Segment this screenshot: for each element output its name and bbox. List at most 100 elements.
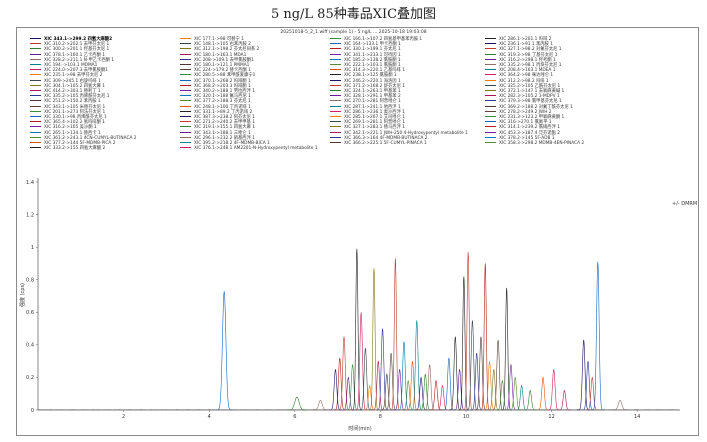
legend-entry: XIC 377.2->188.3 芬太尼 1	[180, 99, 251, 104]
legend-entry: XIC 180.1->163.1 MDA1	[180, 53, 246, 58]
legend-label: XIC 414.2->303.1 替利丁 1	[44, 89, 101, 94]
xic-peak-trace	[581, 361, 595, 411]
legend-label: XIC 201.1->273 阿法芬太尼 1	[44, 109, 106, 115]
legend-swatch	[485, 131, 496, 133]
legend-label: XIC 377.2->144 5F-MDMB-PICA 2	[44, 141, 116, 146]
legend-swatch	[180, 142, 191, 143]
legend-entry: XIC 310.2->202.1 去甲芬太尼 1	[30, 42, 109, 47]
legend-label: XIC 364.2->98 咪达唑仑 1	[499, 73, 554, 79]
x-tick-label: 14	[634, 414, 640, 420]
legend-entry: XIC 224->179.2 替卡西酮 1	[180, 68, 251, 73]
xic-peak-trace	[341, 376, 355, 411]
xic-peak-trace	[390, 258, 401, 411]
legend-entry: XIC 314.3->220.1 乙基吗啡 1	[330, 68, 405, 73]
legend-label: XIC 286.1->201.1 吗啡 2	[499, 37, 552, 42]
x-tick-label: 8	[379, 414, 382, 420]
xic-peak-trace	[429, 379, 443, 411]
legend-swatch	[485, 48, 496, 50]
legend-label: XIC 316.2->298.1 羟考酮 1	[499, 57, 556, 63]
file-info-line: 20251018-5_2_1.wiff (sample 1) - 5 ng/L …	[280, 30, 427, 35]
legend-entry: XIC 271.2->240.2 去甲甲基 1	[180, 120, 255, 125]
legend-swatch	[330, 121, 341, 123]
dmrm-tag: +/- DMRM	[672, 201, 697, 207]
legend-entry: XIC 319.3->98 丁基芬太尼 1	[485, 53, 557, 58]
legend-entry: XIC 333.2->155 四氢大麻酸 2	[30, 146, 105, 151]
legend-label: XIC 180.1->163.1 MDA1	[194, 52, 247, 58]
legend-entry: XIC 369.2->188.2 对氟丁酰芬太尼 1	[485, 105, 573, 110]
xic-peak-trace	[286, 396, 308, 411]
legend-swatch	[180, 74, 191, 76]
legend-entry: XIC 370.1->268.2 吗啡酮 1	[180, 79, 251, 84]
legend-entry: XIC 387.3->238.2 阿芬太尼 1	[180, 115, 255, 120]
legend-entry: XIC 325.2->105 乙酰芬太尼 1	[485, 84, 560, 89]
legend-entry: XIC 327.1->283.1 替马西泮 1	[330, 125, 405, 130]
legend-swatch	[485, 38, 496, 39]
legend-entry: XIC 414.2->303.1 替利丁 1	[30, 89, 101, 94]
legend-swatch	[180, 90, 191, 91]
legend-swatch	[485, 90, 496, 91]
legend-entry: XIC 246.2->220.1 海洛因 1	[330, 79, 401, 84]
legend-swatch	[485, 142, 496, 143]
legend-swatch	[330, 58, 341, 60]
legend-label: XIC 328.1->291.1 甲基苯 2	[344, 94, 401, 100]
legend-label: XIC 316.2->105 美沙酮 1	[44, 125, 97, 131]
legend-entry: XIC 340.2->188.1 劳拉西泮 1	[180, 89, 255, 94]
legend-swatch	[30, 100, 41, 102]
legend-swatch	[30, 74, 41, 76]
legend-swatch	[180, 53, 191, 55]
legend-swatch	[330, 131, 341, 133]
legend-entry: XIC 341.1->233.1 可待因 1	[330, 53, 401, 58]
legend-swatch	[485, 58, 496, 60]
xic-peak-trace	[466, 320, 479, 411]
legend-label: XIC 148.1->105 右苯丙胺 2	[194, 42, 251, 48]
legend-label: XIC 327.1->283.1 替马西泮 1	[344, 125, 405, 131]
xic-peak-trace	[611, 399, 629, 411]
y-tick-label: 1.2	[26, 212, 34, 218]
legend-entry: XIC 379.3->98 氯甲基芬太尼 1	[485, 99, 562, 104]
xic-peak-trace	[458, 276, 470, 411]
xic-peak-trace	[397, 341, 411, 411]
legend-label: XIC 378.2->145 5F-ADB 1	[499, 135, 555, 141]
legend-entry: XIC 361.2->243.1 4CN-CUMYL-BUTINACA 2	[30, 136, 137, 141]
legend-swatch	[30, 131, 41, 133]
legend-swatch	[485, 110, 496, 112]
legend-label: XIC 368.2->203.3 吗啡酮 1	[194, 83, 251, 89]
legend-label: XIC 177.1->98 可替宁 1	[194, 37, 244, 42]
legend-entry: XIC 378.2->145 5F-ADB 1	[485, 136, 555, 141]
legend-label: XIC 365.4->102.2 氢吗啡酮 1	[44, 120, 105, 126]
legend-entry: XIC 309->245.1 右旋吗啡 1	[30, 79, 101, 84]
x-tick-label: 4	[208, 414, 211, 420]
legend-entry: XIC 265.1->134.1 替西卡 1	[30, 131, 101, 136]
legend-entry: XIC 238.1->125 氯胺酮 1	[330, 73, 397, 78]
legend-swatch	[330, 142, 341, 143]
legend-entry: XIC 343.1->188.1 三唑仑 1	[180, 131, 251, 136]
legend-swatch	[180, 79, 191, 81]
legend-label: XIC 185.2->138.2 氯胺酮 1	[344, 57, 401, 63]
legend-label: XIC 366.2->225.1 5F-CUMYL-PINACA 1	[344, 141, 427, 146]
legend-label: XIC 270.1->281 阿普唑仑 1	[344, 99, 401, 105]
xic-peak-trace	[547, 369, 561, 411]
legend-label: XIC 341.1->233.1 可待因 1	[344, 52, 401, 58]
xic-peak-trace	[436, 384, 449, 411]
legend-swatch	[180, 48, 191, 50]
xic-peak-trace	[333, 357, 347, 411]
legend-entry: XIC 365.4->102.2 氢吗啡酮 1	[30, 120, 105, 125]
legend-label: XIC 312.1->198.2 芬太尼同系 2	[194, 47, 260, 53]
legend-entry: XIC 372.1->147.1 去氧麻黄碱 1	[485, 89, 564, 94]
xic-peak-trace	[376, 328, 389, 411]
legend-entry: XIC 201.1->273 阿法芬太尼 1	[30, 110, 105, 115]
legend-label: XIC 314.3->220.1 乙基吗啡 1	[344, 68, 405, 74]
legend-entry: XIC 185.2->138.2 氯胺酮 1	[330, 58, 401, 63]
xic-peak-trace	[536, 376, 550, 411]
legend-label: XIC 370.1->268.2 吗啡酮 1	[194, 78, 251, 84]
legend-label: XIC 335.2->98.1 丙炔芬太尼 1	[499, 63, 562, 68]
legend-entry: XIC 328.1->291.1 甲基苯 2	[330, 94, 401, 99]
xic-peak-trace	[483, 361, 496, 411]
y-tick-label: 1.4	[26, 180, 34, 186]
legend-swatch	[485, 121, 496, 123]
legend-swatch	[485, 116, 496, 117]
xic-peak-trace	[577, 339, 591, 411]
legend-swatch	[485, 74, 496, 76]
legend-label: XIC 248.1->100 丁丙诺啡 1	[194, 104, 251, 110]
legend-label: XIC 286.1->236.1 奥沙西泮 1	[344, 109, 405, 115]
